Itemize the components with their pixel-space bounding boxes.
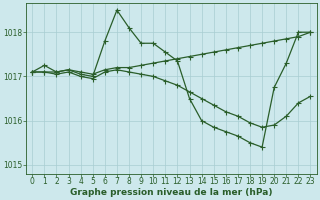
X-axis label: Graphe pression niveau de la mer (hPa): Graphe pression niveau de la mer (hPa) [70, 188, 273, 197]
